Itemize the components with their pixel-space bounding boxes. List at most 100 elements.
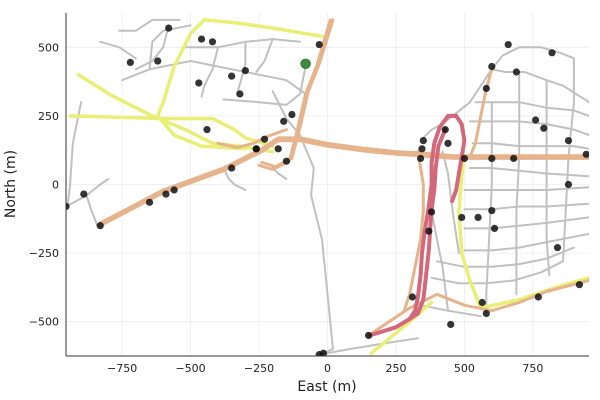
node-point (241, 67, 249, 75)
grid-lines (66, 13, 589, 356)
node-point (418, 145, 426, 153)
minor-road (471, 142, 589, 150)
route-path (367, 113, 467, 338)
node-point (274, 145, 282, 153)
minor-road (85, 194, 99, 227)
major-road (402, 150, 425, 313)
minor-road (463, 216, 589, 230)
node-point (564, 136, 573, 145)
minor-road (474, 101, 589, 117)
node-point (208, 38, 217, 46)
minor-road (66, 101, 83, 208)
minor-road (271, 90, 334, 351)
node-point (162, 190, 170, 198)
node-point (425, 227, 433, 235)
node-point (165, 24, 173, 32)
node-point (488, 154, 496, 163)
major-road (260, 18, 335, 169)
node-point (447, 320, 455, 329)
y-axis-title: North (m) (3, 150, 19, 218)
node-point (504, 40, 512, 49)
node-point (315, 40, 323, 49)
node-point (364, 331, 373, 340)
node-point (474, 213, 482, 222)
node-point (582, 150, 589, 158)
node-point (540, 124, 548, 132)
node-point (482, 84, 490, 93)
x-tick-label: 500 (454, 362, 475, 375)
minor-road (318, 337, 419, 356)
start-marker (300, 58, 311, 69)
secondary-road (202, 18, 324, 39)
node-point (154, 57, 162, 65)
node-point (416, 154, 425, 163)
minor-road (255, 38, 274, 73)
x-tick-label: 250 (385, 362, 406, 375)
minor-road (468, 120, 589, 137)
major-roads-layer (98, 18, 589, 337)
node-point (252, 145, 260, 153)
node-point (419, 136, 427, 145)
node-point (564, 180, 573, 189)
minor-road (66, 178, 110, 208)
minor-road (463, 186, 589, 191)
minor-roads-layer (66, 18, 589, 356)
node-point (282, 157, 291, 165)
major-road (257, 18, 332, 171)
minor-road (222, 167, 247, 191)
node-point (228, 164, 236, 172)
minor-road (148, 24, 192, 71)
x-tick-label: −750 (107, 362, 137, 375)
node-point (490, 224, 499, 233)
y-tick-label: −500 (29, 316, 59, 329)
node-point (482, 309, 490, 318)
node-point (236, 90, 244, 98)
minor-road (430, 210, 449, 312)
secondary-road (369, 300, 434, 356)
minor-road (463, 232, 589, 252)
minor-road (99, 40, 137, 60)
minor-road (430, 260, 564, 285)
node-point (145, 198, 154, 206)
nodes-layer (66, 24, 589, 356)
secondary-road (457, 155, 483, 310)
x-tick-label: −250 (244, 362, 274, 375)
node-point (203, 126, 211, 134)
node-point (478, 298, 486, 307)
y-tick-label: −250 (29, 247, 59, 260)
x-tick-label: 0 (324, 362, 331, 375)
node-point (319, 349, 327, 356)
node-point (441, 126, 449, 134)
major-road (468, 67, 494, 159)
node-point (197, 35, 206, 43)
node-point (488, 62, 496, 71)
node-point (228, 72, 236, 80)
node-point (260, 135, 269, 143)
minor-road (436, 246, 575, 268)
secondary-road (68, 114, 275, 148)
minor-road (134, 24, 170, 71)
minor-road (490, 68, 589, 104)
node-point (288, 110, 296, 119)
y-tick-label: 250 (38, 110, 59, 123)
node-point (458, 213, 466, 222)
major-road (98, 136, 589, 225)
x-axis-title: East (m) (297, 379, 356, 395)
minor-road (545, 79, 551, 277)
node-point (532, 116, 540, 124)
minor-road (222, 65, 307, 106)
node-point (575, 281, 584, 289)
node-point (488, 206, 496, 215)
node-point (170, 186, 178, 194)
minor-road (463, 202, 589, 211)
y-tick-label: 0 (52, 179, 59, 192)
node-point (460, 154, 469, 163)
node-point (534, 293, 542, 301)
major-road (98, 139, 589, 228)
x-tick-labels: −750 −500 −250 0 250 500 750 (107, 362, 543, 375)
node-point (512, 68, 521, 76)
minor-road (200, 46, 219, 98)
axes (65, 13, 589, 357)
node-point (280, 117, 288, 125)
